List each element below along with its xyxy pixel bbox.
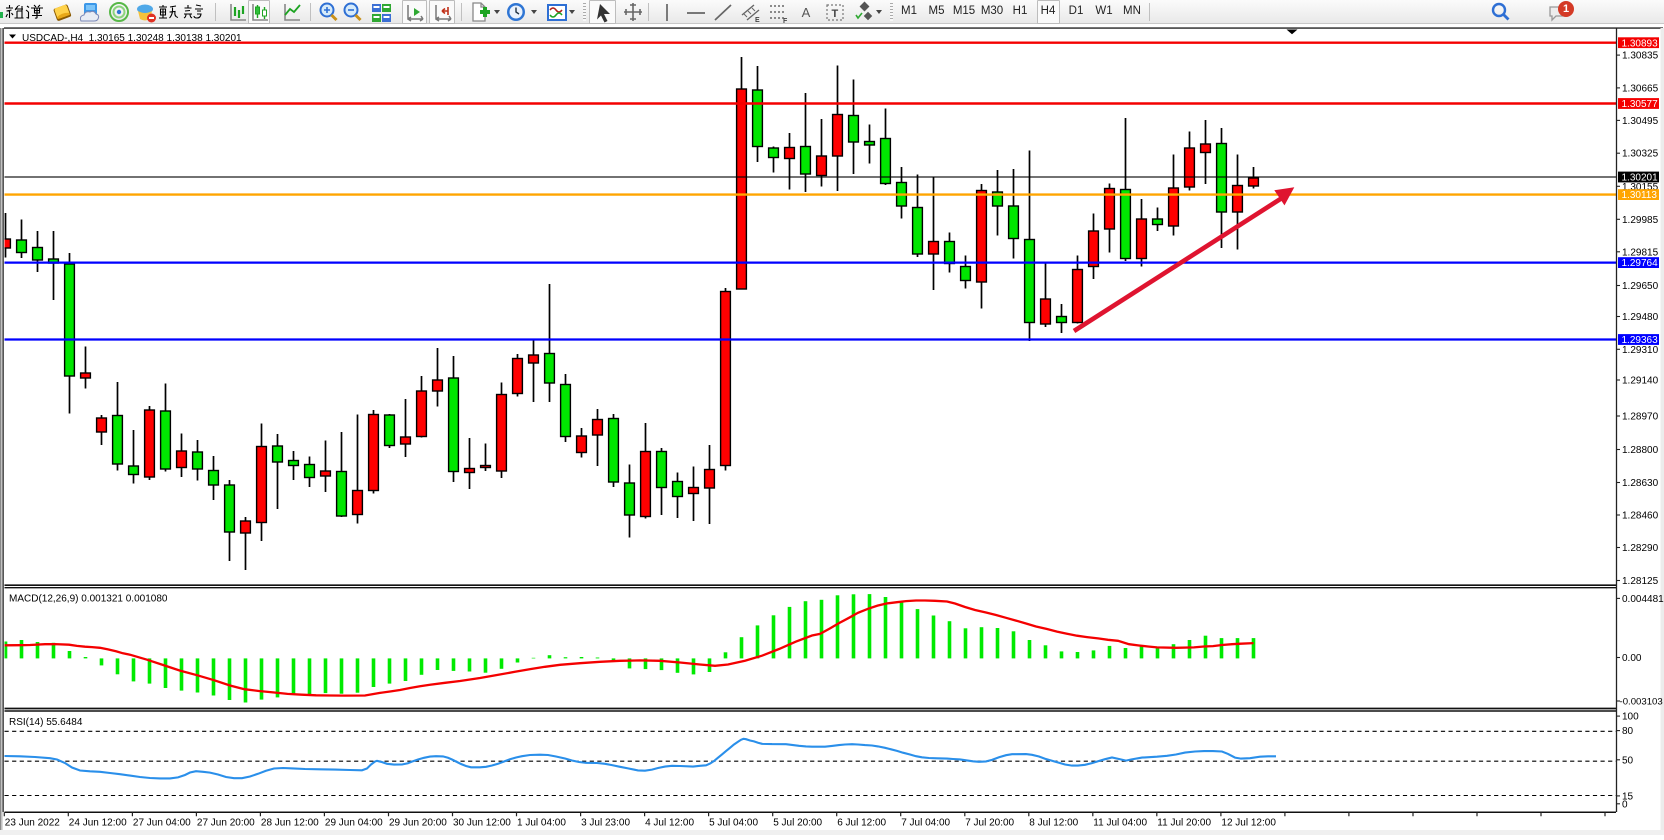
svg-text:1.30893: 1.30893	[1622, 38, 1659, 49]
svg-text:1.28460: 1.28460	[1622, 511, 1659, 522]
svg-text:1.29764: 1.29764	[1622, 258, 1659, 269]
svg-text:1.29815: 1.29815	[1622, 247, 1659, 258]
svg-text:30 Jun 12:00: 30 Jun 12:00	[453, 817, 511, 828]
svg-text:7 Jul 20:00: 7 Jul 20:00	[965, 817, 1014, 828]
svg-text:1.29985: 1.29985	[1622, 215, 1659, 226]
svg-text:11 Jul 20:00: 11 Jul 20:00	[1157, 817, 1211, 828]
svg-text:27 Jun 20:00: 27 Jun 20:00	[197, 817, 255, 828]
svg-text:1.30665: 1.30665	[1622, 83, 1659, 94]
svg-text:11 Jul 04:00: 11 Jul 04:00	[1093, 817, 1147, 828]
svg-text:1.30113: 1.30113	[1622, 190, 1658, 201]
svg-text:6 Jul 12:00: 6 Jul 12:00	[837, 817, 886, 828]
svg-text:5 Jul 20:00: 5 Jul 20:00	[773, 817, 822, 828]
svg-text:USDCAD-,H4 1.30165 1.30248 1.: USDCAD-,H4 1.30165 1.30248 1.30138 1.302…	[22, 33, 242, 44]
svg-text:1.30495: 1.30495	[1622, 116, 1659, 127]
svg-text:-0.003103: -0.003103	[1620, 697, 1663, 708]
svg-text:1.29650: 1.29650	[1622, 281, 1659, 292]
svg-text:1.30577: 1.30577	[1622, 99, 1659, 110]
svg-text:80: 80	[1622, 726, 1634, 737]
svg-text:100: 100	[1622, 712, 1639, 723]
svg-text:28 Jun 12:00: 28 Jun 12:00	[261, 817, 319, 828]
svg-text:24 Jun 12:00: 24 Jun 12:00	[69, 817, 127, 828]
svg-text:RSI(14) 55.6484: RSI(14) 55.6484	[9, 717, 83, 728]
svg-text:29 Jun 04:00: 29 Jun 04:00	[325, 817, 383, 828]
svg-text:3 Jul 23:00: 3 Jul 23:00	[581, 817, 630, 828]
svg-text:50: 50	[1622, 755, 1634, 766]
svg-text:1.28970: 1.28970	[1622, 412, 1659, 423]
svg-text:1.30325: 1.30325	[1622, 149, 1659, 160]
svg-text:1.28125: 1.28125	[1622, 576, 1659, 587]
svg-text:1.30835: 1.30835	[1622, 51, 1659, 62]
svg-text:1 Jul 04:00: 1 Jul 04:00	[517, 817, 566, 828]
svg-text:1.28800: 1.28800	[1622, 445, 1659, 456]
svg-text:27 Jun 04:00: 27 Jun 04:00	[133, 817, 191, 828]
svg-text:E: E	[755, 17, 760, 24]
svg-text:1.28290: 1.28290	[1622, 543, 1659, 554]
svg-text:7 Jul 04:00: 7 Jul 04:00	[901, 817, 950, 828]
svg-text:1.29363: 1.29363	[1622, 335, 1659, 346]
svg-text:4 Jul 12:00: 4 Jul 12:00	[645, 817, 694, 828]
svg-text:F: F	[783, 18, 788, 25]
svg-text:1.28630: 1.28630	[1622, 478, 1659, 489]
svg-text:12 Jul 12:00: 12 Jul 12:00	[1221, 817, 1276, 828]
svg-text:1.29480: 1.29480	[1622, 312, 1659, 323]
svg-text:1.29140: 1.29140	[1622, 376, 1659, 387]
svg-text:0: 0	[1622, 799, 1628, 810]
svg-text:T: T	[832, 8, 839, 20]
svg-text:5 Jul 04:00: 5 Jul 04:00	[709, 817, 758, 828]
svg-text:23 Jun 2022: 23 Jun 2022	[5, 817, 60, 828]
svg-text:1.30201: 1.30201	[1622, 173, 1659, 184]
svg-text:0.004481: 0.004481	[1622, 594, 1664, 605]
svg-text:1.29310: 1.29310	[1622, 345, 1659, 356]
svg-text:0.00: 0.00	[1622, 653, 1642, 664]
svg-text:MACD(12,26,9) 0.001321 0.00108: MACD(12,26,9) 0.001321 0.001080	[9, 594, 168, 605]
svg-text:8 Jul 12:00: 8 Jul 12:00	[1029, 817, 1078, 828]
svg-text:29 Jun 20:00: 29 Jun 20:00	[389, 817, 447, 828]
